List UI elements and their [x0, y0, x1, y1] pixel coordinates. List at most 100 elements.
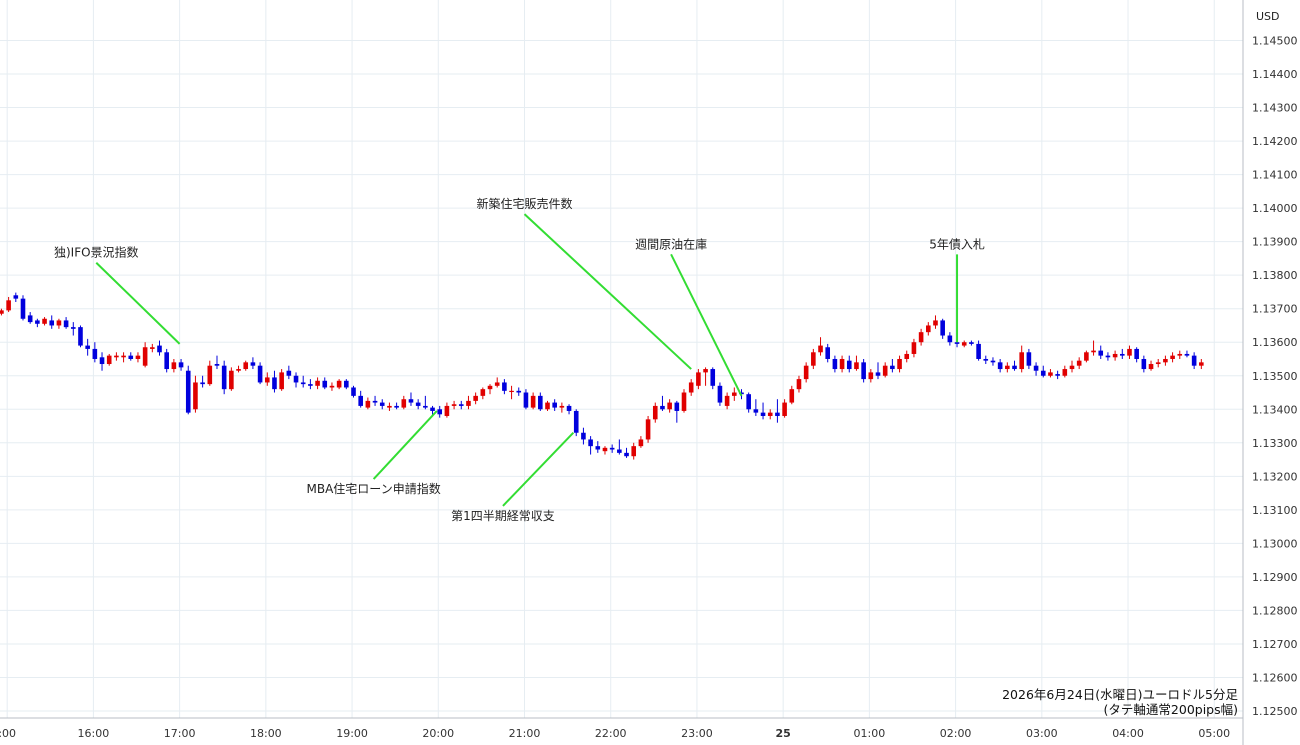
x-tick-label: 19:00 [336, 727, 368, 740]
candlestick [631, 442, 637, 460]
y-tick-label: 1.14000 [1252, 202, 1298, 215]
y-tick-label: 1.12700 [1252, 638, 1298, 651]
candle-body [1148, 364, 1154, 370]
y-tick-label: 1.13400 [1252, 403, 1298, 416]
x-tick-label: 01:00 [854, 727, 886, 740]
x-tick-label: 18:00 [250, 727, 282, 740]
candle-body [990, 360, 996, 363]
candlestick [128, 352, 134, 361]
candlestick [588, 436, 593, 455]
candlestick [775, 399, 780, 423]
candlestick [63, 317, 69, 329]
candle-body [811, 352, 816, 366]
x-tick-label: 02:00 [940, 727, 972, 740]
y-tick-label: 1.13100 [1252, 504, 1298, 517]
candlestick [940, 318, 945, 339]
candlestick [272, 370, 277, 393]
candle-body [868, 372, 874, 380]
candlestick [1170, 352, 1175, 363]
candlestick [638, 436, 644, 448]
candle-body [904, 353, 910, 359]
candle-body [1105, 355, 1111, 358]
candle-body [502, 382, 507, 391]
event-annotation: 5年債入札 [929, 236, 985, 343]
candlestick [602, 446, 608, 455]
candle-body [423, 405, 428, 408]
candlestick [387, 402, 392, 411]
candle-body [1155, 362, 1161, 365]
candle-body [724, 395, 730, 406]
candlestick [56, 318, 62, 329]
candlestick [13, 292, 19, 302]
candle-body [753, 409, 759, 413]
candle-body [767, 412, 773, 416]
candlestick [1026, 348, 1032, 370]
candle-body [710, 369, 716, 386]
candlestick [70, 322, 76, 336]
y-tick-label: 1.14200 [1252, 135, 1298, 148]
candlestick [0, 308, 4, 316]
candle-body [49, 320, 55, 326]
candlestick [846, 355, 852, 373]
candlestick [753, 399, 759, 416]
candle-body [832, 358, 838, 370]
candlestick [300, 375, 306, 388]
candle-body [114, 355, 119, 358]
candlestick [308, 379, 313, 390]
candlestick [732, 387, 737, 401]
candlestick [85, 338, 90, 356]
candle-body [63, 320, 69, 328]
candlestick [652, 402, 658, 423]
candlestick [480, 387, 486, 400]
annotation-label: 週間原油在庫 [635, 237, 707, 251]
candle-body [890, 365, 895, 370]
candle-body [552, 402, 557, 408]
candle-body [1177, 353, 1183, 356]
candlestick [379, 399, 385, 410]
candlestick [1012, 360, 1017, 371]
candlestick [523, 389, 529, 410]
candle-body [387, 405, 392, 408]
event-annotation: 週間原油在庫 [635, 237, 743, 397]
candlestick [229, 367, 234, 391]
candlestick [674, 400, 680, 423]
y-tick-label: 1.13300 [1252, 437, 1298, 450]
candlestick [487, 384, 493, 395]
candle-body [976, 343, 981, 359]
candle-body [336, 380, 342, 388]
candlestick [997, 358, 1003, 373]
candlestick [221, 360, 227, 395]
candlestick [171, 358, 177, 373]
candle-body [1170, 355, 1175, 359]
y-tick-label: 1.12500 [1252, 705, 1298, 718]
candlestick [645, 415, 651, 443]
candlestick [818, 337, 823, 356]
candle-body [444, 405, 450, 416]
candle-body [595, 446, 601, 450]
candle-body [236, 369, 241, 371]
candlestick [890, 358, 895, 373]
candle-body [286, 370, 292, 376]
candlestick [315, 377, 320, 390]
candle-body [13, 295, 19, 299]
candlestick [530, 392, 536, 410]
annotation-label: 独)IFO景況指数 [54, 245, 139, 260]
candle-body [509, 390, 514, 393]
candlestick [344, 379, 349, 390]
currency-unit-label: USD [1256, 10, 1280, 23]
candle-body [703, 369, 708, 373]
candlestick [624, 447, 629, 458]
candle-body [617, 449, 622, 453]
candlestick [904, 350, 910, 363]
candlestick [1091, 340, 1096, 356]
candlestick [415, 399, 421, 410]
candle-body [358, 395, 363, 406]
candle-body [264, 377, 270, 383]
candlestick [717, 382, 723, 406]
candlestick [1141, 355, 1147, 373]
candlestick [193, 375, 198, 413]
candlestick [121, 352, 126, 363]
candle-body [121, 355, 126, 358]
candlestick [336, 379, 342, 390]
candlestick [135, 352, 141, 363]
